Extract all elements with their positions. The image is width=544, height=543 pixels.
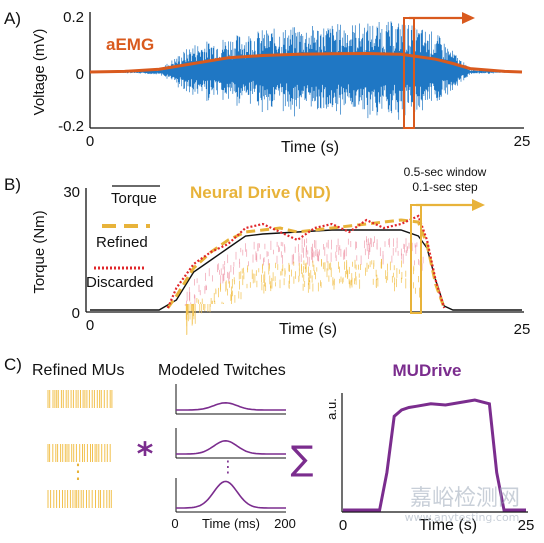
- twitch-title: Modeled Twitches: [158, 362, 286, 379]
- panel-b-ytick-30: 30: [63, 184, 80, 201]
- legend-torque-label: Torque: [111, 190, 157, 207]
- twitch-xtick-0: 0: [171, 516, 178, 531]
- aemg-envelope-line: [89, 51, 523, 74]
- convolution-symbol: *: [137, 435, 154, 473]
- watermark-url: www.anytesting.com: [405, 511, 520, 524]
- window-note-1: 0.5-sec window: [404, 165, 487, 179]
- mudrive-title: MUDrive: [393, 361, 462, 380]
- panel-c-label: C): [4, 355, 22, 374]
- mudrive-xtick-25: 25: [518, 517, 535, 534]
- panel-a-xtick-0: 0: [86, 133, 94, 150]
- watermark-text: 嘉峪检测网: [410, 486, 520, 511]
- twitch-curve: [176, 439, 286, 455]
- refined-mu-spike-trains: [47, 390, 113, 508]
- panel-a-xtick-25: 25: [514, 133, 531, 150]
- twitch-xtick-200: 200: [274, 516, 296, 531]
- twitch-xlabel: Time (ms): [202, 516, 260, 531]
- mudrive-xlabel: Time (s): [419, 517, 477, 534]
- panel-b-xtick-25: 25: [514, 321, 531, 338]
- modeled-twitches: [175, 384, 286, 513]
- twitch-curve: [176, 480, 286, 509]
- panel-b-xlabel: Time (s): [279, 321, 337, 338]
- refined-mus-title: Refined MUs: [32, 362, 124, 379]
- panel-b-ytick-0: 0: [72, 305, 80, 322]
- panel-a-xlabel: Time (s): [281, 139, 339, 156]
- aemg-legend: aEMG: [106, 35, 154, 54]
- legend-discarded-label: Discarded: [86, 274, 154, 291]
- mudrive-xtick-0: 0: [339, 517, 347, 534]
- twitch-vdots: ⋮: [220, 457, 236, 476]
- mudrive-line: [343, 398, 526, 512]
- mu-vdots: ⋮: [68, 459, 88, 483]
- window-arrowhead-b: [472, 199, 485, 211]
- panel-a-ylabel: Voltage (mV): [31, 29, 48, 116]
- window-note-2: 0.1-sec step: [412, 180, 478, 194]
- sum-symbol: ∑: [291, 439, 314, 479]
- neural-drive-title: Neural Drive (ND): [190, 183, 331, 202]
- mudrive-ylabel: a.u.: [324, 398, 339, 420]
- panel-a-label: A): [4, 9, 21, 28]
- panel-a-ytick-bottom: -0.2: [58, 118, 84, 135]
- panel-a-ytick-top: 0.2: [63, 9, 84, 26]
- window-arrowhead-a: [462, 12, 475, 24]
- panel-b-xtick-0: 0: [86, 317, 94, 334]
- panel-b-ylabel: Torque (Nm): [31, 210, 48, 293]
- legend-refined-label: Refined: [96, 234, 148, 251]
- panel-a-ytick-mid: 0: [76, 66, 84, 83]
- discarded-nd-line: [166, 214, 446, 309]
- panel-b-label: B): [4, 175, 21, 194]
- twitch-curve: [176, 401, 286, 411]
